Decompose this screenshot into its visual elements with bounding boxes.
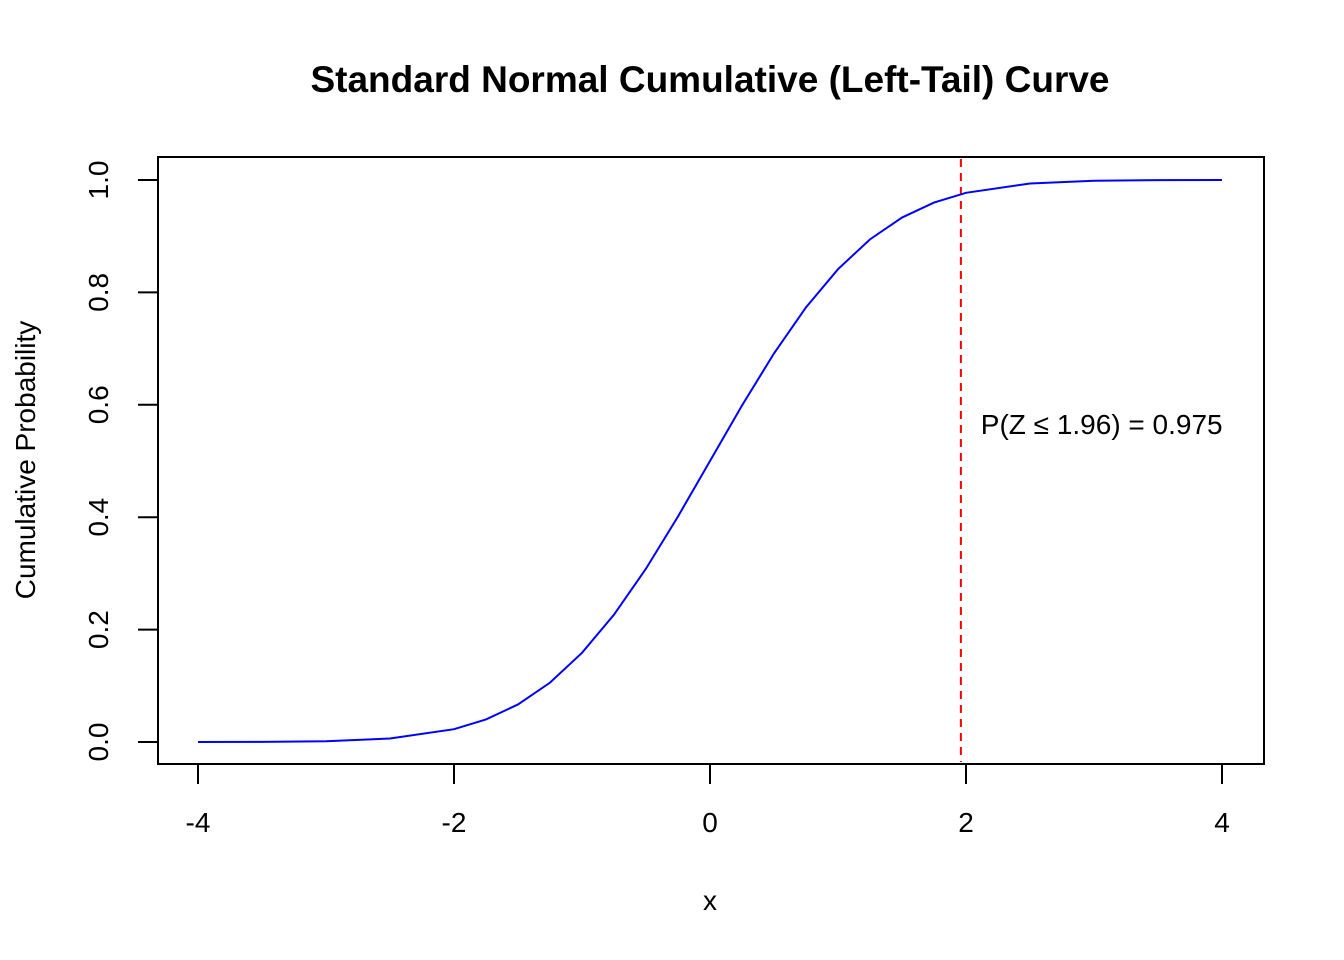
- y-tick-label: 0.4: [83, 498, 114, 537]
- annotation-probability: P(Z ≤ 1.96) = 0.975: [981, 409, 1223, 440]
- x-tick-label: 4: [1214, 807, 1230, 838]
- y-tick-label: 0.8: [83, 273, 114, 312]
- y-axis: 0.0 0.2 0.4 0.6 0.8 1.0: [83, 161, 159, 762]
- x-tick-label: 0: [702, 807, 718, 838]
- y-tick-label: 1.0: [83, 161, 114, 200]
- x-axis: -4 -2 0 2 4: [186, 763, 1230, 838]
- y-tick-label: 0.6: [83, 385, 114, 424]
- x-tick-label: 2: [958, 807, 974, 838]
- x-axis-label: x: [703, 885, 717, 916]
- x-tick-label: -4: [186, 807, 211, 838]
- cdf-curve-series: [197, 179, 1223, 743]
- y-tick-label: 0.0: [83, 723, 114, 762]
- y-tick-label: 0.2: [83, 610, 114, 649]
- y-axis-label: Cumulative Probability: [10, 321, 41, 600]
- x-tick-label: -2: [442, 807, 467, 838]
- chart-title: Standard Normal Cumulative (Left-Tail) C…: [310, 59, 1109, 100]
